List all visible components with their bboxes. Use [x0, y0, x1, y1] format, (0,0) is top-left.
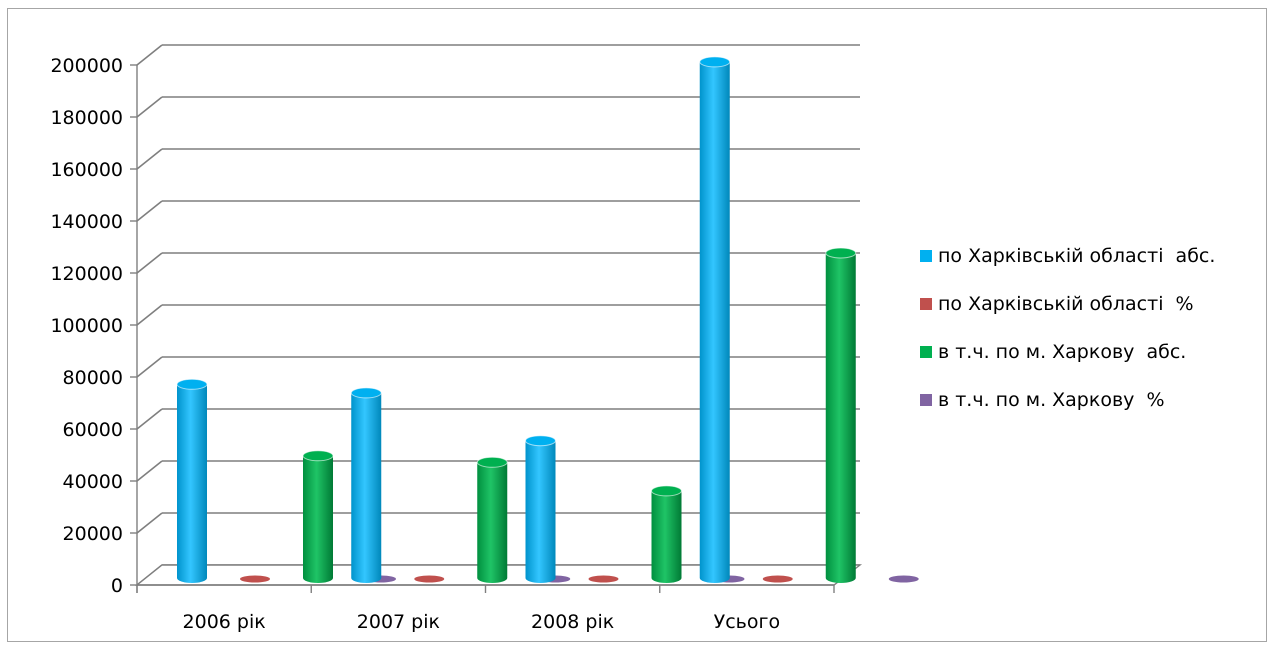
bar [762, 575, 793, 583]
bar [825, 253, 856, 583]
bar-top [350, 387, 382, 399]
axis-layer: 0 20000 40000 60000 80000 100000 120000 140000 1… [50, 55, 835, 633]
bar-top [699, 56, 731, 68]
legend-label: по Харківській області % [938, 293, 1194, 315]
bar [177, 384, 207, 583]
y-tick-label: 180000 [50, 107, 123, 129]
bar-top [651, 485, 682, 497]
legend-swatch [920, 298, 932, 310]
y-tick-label: 20000 [63, 523, 123, 545]
y-tick-label: 60000 [63, 419, 123, 441]
bar-top [302, 450, 334, 462]
gridline-depth [136, 96, 163, 118]
chart-frame [7, 8, 1267, 642]
bar [651, 490, 682, 583]
legend-label: по Харківській області абс. [938, 245, 1215, 267]
y-tick-label: 120000 [50, 263, 123, 285]
y-tick-label: 140000 [50, 211, 123, 233]
gridline-depth [136, 460, 163, 482]
gridline-depth [136, 252, 163, 274]
legend-swatch [920, 250, 932, 262]
legend: по Харківській області абс. по Харківські… [920, 245, 1215, 411]
gridline-depth [136, 44, 163, 66]
bar-top [825, 247, 857, 259]
legend-label: в т.ч. по м. Харкову абс. [938, 341, 1186, 363]
bar [351, 392, 382, 583]
bar-layer [176, 56, 919, 583]
x-tick-label: 2007 рік [357, 611, 440, 633]
x-tick-label: 2008 рік [531, 611, 614, 633]
legend-swatch [920, 394, 932, 406]
bar [240, 575, 270, 583]
y-tick-label: 100000 [50, 315, 123, 337]
x-tick-label: Усього [714, 611, 780, 633]
bar-top [525, 435, 556, 447]
bar [888, 575, 919, 583]
gridline-depth [136, 356, 163, 378]
legend-swatch [920, 346, 932, 358]
gridline-depth [136, 148, 163, 170]
gridline-depth [136, 408, 163, 430]
bar [414, 575, 445, 583]
bar-top [176, 378, 208, 390]
bar [303, 455, 333, 583]
x-tick-label: 2006 рік [183, 611, 266, 633]
bar [477, 462, 508, 583]
y-tick-label: 80000 [63, 367, 123, 389]
bar [588, 575, 619, 583]
y-tick-label: 0 [111, 575, 123, 597]
bar [699, 61, 730, 583]
gridline-depth [136, 304, 163, 326]
y-tick-label: 200000 [50, 55, 123, 77]
gridline-depth [136, 200, 163, 222]
bar [525, 440, 556, 583]
bar-top [476, 456, 508, 468]
y-tick-label: 40000 [63, 471, 123, 493]
legend-label: в т.ч. по м. Харкову % [938, 389, 1165, 411]
gridline-depth [136, 512, 163, 534]
y-tick-label: 160000 [50, 159, 123, 181]
